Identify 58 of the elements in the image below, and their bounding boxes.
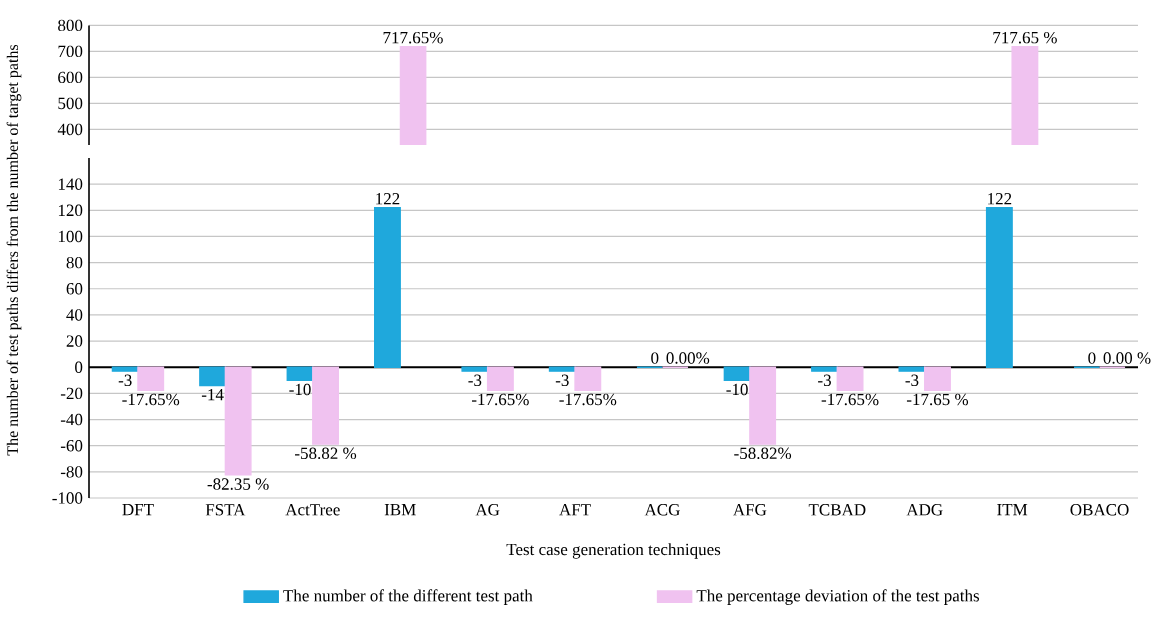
- data-label: -82.35 %: [207, 478, 269, 490]
- y-tick-label: 140: [58, 178, 83, 190]
- x-tick-label: ITM: [997, 504, 1028, 516]
- y-tick-label: 120: [58, 204, 83, 217]
- data-label: -58.82%: [734, 447, 792, 460]
- x-tick-label: ActTree: [285, 504, 340, 516]
- y-tick-label: -80: [60, 466, 83, 478]
- data-label: -17.65%: [471, 393, 529, 406]
- y-tick-label: 700: [58, 45, 83, 58]
- data-label: 122: [988, 193, 1012, 205]
- x-tick-label: FSTA: [205, 504, 246, 516]
- x-tick-label: ADG: [906, 504, 943, 516]
- y-tick-label: 40: [66, 309, 83, 321]
- x-tick-label: AG: [475, 504, 500, 516]
- x-tick-label: TCBAD: [808, 504, 866, 516]
- data-label: -17.65%: [821, 393, 879, 406]
- data-label: 122: [376, 193, 400, 205]
- data-label: -10: [289, 383, 311, 396]
- y-tick-label: 100: [58, 230, 83, 243]
- data-label: 0: [651, 352, 659, 364]
- y-axis-title: The number of test paths differs from the number of target paths: [6, 44, 22, 456]
- data-label: -17.65 %: [906, 393, 969, 406]
- x-tick-label: IBM: [384, 504, 416, 516]
- legend-label: The number of the different test path: [283, 589, 533, 605]
- data-label: -17.65%: [559, 393, 617, 406]
- data-label: -14: [201, 388, 224, 401]
- x-tick-label: AFT: [559, 504, 591, 516]
- data-label: -3: [468, 374, 482, 386]
- data-label: 0.00%: [666, 352, 710, 364]
- data-label: -3: [905, 374, 919, 386]
- data-label: -58.82 %: [295, 447, 357, 460]
- data-label: -10: [726, 383, 748, 396]
- y-tick-label: 20: [66, 335, 83, 347]
- data-label: 0.00 %: [1103, 352, 1151, 364]
- x-tick-label: DFT: [122, 504, 154, 516]
- x-tick-label: OBACO: [1070, 504, 1129, 516]
- legend-label: The percentage deviation of the test paths: [696, 589, 980, 605]
- x-tick-label: ACG: [644, 504, 680, 516]
- y-tick-label: -100: [52, 492, 83, 504]
- y-tick-label: 800: [58, 19, 83, 32]
- y-tick-label: 500: [58, 97, 83, 110]
- data-label: 717.65 %: [993, 31, 1057, 44]
- data-label: 0: [1088, 352, 1096, 364]
- data-label: -3: [818, 374, 831, 386]
- y-tick-label: 80: [66, 256, 83, 269]
- y-tick-label: 60: [66, 283, 83, 295]
- y-tick-label: -20: [60, 387, 83, 400]
- x-tick-label: AFG: [733, 504, 767, 516]
- y-tick-label: 0: [75, 361, 83, 373]
- data-label: 717.65%: [383, 31, 443, 44]
- data-label: -3: [555, 374, 569, 386]
- y-tick-label: -60: [60, 439, 83, 452]
- x-axis-title: Test case generation techniques: [506, 543, 721, 559]
- y-tick-label: 600: [58, 71, 83, 84]
- y-tick-label: -40: [60, 413, 83, 426]
- data-label: -17.65%: [122, 393, 180, 406]
- y-tick-label: 400: [57, 123, 83, 136]
- data-label: -3: [118, 374, 132, 386]
